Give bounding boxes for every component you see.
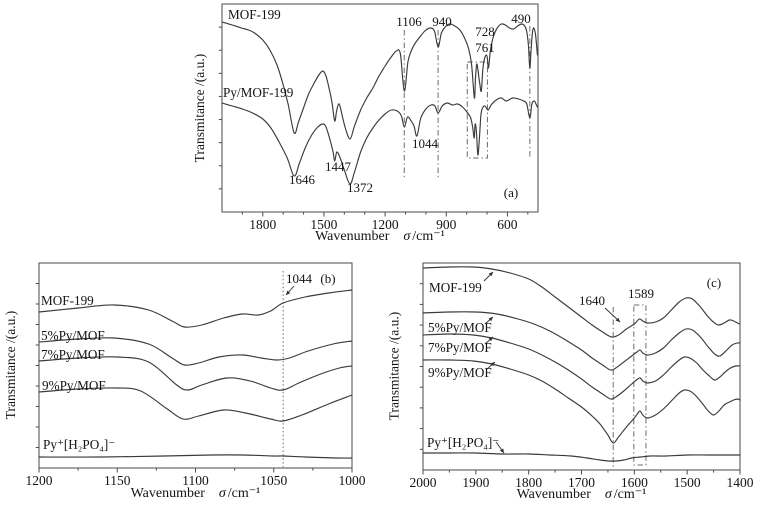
arrowhead bbox=[286, 290, 291, 295]
spectrum-curve bbox=[422, 311, 741, 371]
x-tick-label: 1800 bbox=[515, 475, 542, 490]
arrowhead bbox=[488, 272, 493, 277]
series-label: MOF-199 bbox=[429, 280, 482, 295]
panel-b-y-axis-label: Transmitance /(a.u.) bbox=[3, 310, 18, 420]
peak-annotation: 761 bbox=[475, 40, 495, 55]
spectrum-curve bbox=[38, 289, 353, 328]
peak-annotation: 1106 bbox=[396, 14, 422, 29]
panel-a-frame bbox=[221, 3, 539, 213]
arrowhead bbox=[488, 337, 493, 342]
spectrum-curve bbox=[38, 454, 353, 459]
x-tick-label: 1000 bbox=[339, 473, 366, 488]
x-tick-label: 1900 bbox=[462, 475, 489, 490]
x-tick-label: 1400 bbox=[727, 475, 754, 490]
guide-box bbox=[466, 61, 488, 159]
peak-annotation: (a) bbox=[504, 185, 518, 200]
x-tick-label: 1800 bbox=[249, 217, 276, 232]
panel-a: 1800 1500 1200 900 600 MOF-199 Py/MOF-199 1106 9… bbox=[218, 3, 539, 232]
panel-c: 2000 1900 1800 1700 1600 1500 1400 MOF-199 5%Py/… bbox=[410, 262, 754, 490]
peak-annotation: 1447 bbox=[325, 159, 352, 174]
peak-annotation: 940 bbox=[432, 14, 452, 29]
peak-annotation: 1589 bbox=[628, 286, 654, 301]
spectrum-curve bbox=[422, 359, 741, 444]
arrowhead bbox=[499, 448, 504, 453]
x-axis-unit: /cm⁻¹ bbox=[412, 229, 445, 244]
series-label: 5%Py/MOF bbox=[41, 328, 105, 343]
x-tick-label: 2000 bbox=[410, 475, 437, 490]
spectrum-curve bbox=[422, 333, 741, 400]
spectrum-curve bbox=[38, 387, 353, 422]
spectrum-curve bbox=[422, 266, 741, 338]
peak-annotation: 1640 bbox=[579, 293, 605, 308]
x-tick-label: 1700 bbox=[568, 475, 595, 490]
peak-annotation: 728 bbox=[475, 24, 495, 39]
arrowhead bbox=[615, 317, 620, 322]
x-axis-sigma: σ bbox=[218, 486, 226, 501]
panel-b-x-axis-label: Wavenumber σ/cm⁻¹ bbox=[39, 485, 352, 502]
spectrum-curve bbox=[422, 452, 741, 462]
spectrum-curve bbox=[38, 356, 353, 391]
x-axis-word: Wavenumber bbox=[315, 229, 390, 244]
peak-annotation: 1372 bbox=[347, 180, 373, 195]
x-tick-label: 1500 bbox=[310, 217, 337, 232]
x-axis-sigma: σ bbox=[604, 487, 612, 502]
panel-a-y-axis-label: Transmitance /(a.u.) bbox=[192, 53, 207, 163]
x-tick-label: 600 bbox=[497, 217, 518, 232]
x-tick-label: 900 bbox=[436, 217, 457, 232]
arrowhead bbox=[488, 317, 493, 322]
x-tick-label: 1100 bbox=[182, 473, 209, 488]
guide-box bbox=[633, 304, 647, 466]
x-axis-word: Wavenumber bbox=[130, 486, 205, 501]
panel-b: 1200 1150 1100 1050 1000 MOF-199 5%Py/MOF 7%Py/… bbox=[26, 262, 366, 488]
x-tick-label: 1200 bbox=[26, 473, 53, 488]
panel-a-x-axis-label: Wavenumber σ/cm⁻¹ bbox=[222, 228, 538, 245]
peak-annotation: (c) bbox=[707, 275, 721, 290]
series-label: 7%Py/MOF bbox=[428, 340, 492, 355]
peak-annotation: 1044 bbox=[412, 136, 439, 151]
panel-c-y-axis-label: Transmitance /(a.u.) bbox=[386, 311, 402, 421]
series-label: Py/MOF-199 bbox=[223, 85, 294, 100]
series-label: 5%Py/MOF bbox=[428, 320, 492, 335]
peak-annotation: (b) bbox=[320, 271, 335, 286]
spectrum-curve bbox=[221, 97, 538, 185]
x-tick-label: 1500 bbox=[674, 475, 701, 490]
series-label: MOF-199 bbox=[41, 293, 94, 308]
x-axis-unit: /cm⁻¹ bbox=[227, 486, 261, 501]
series-label: 9%Py/MOF bbox=[428, 365, 492, 380]
arrowhead bbox=[490, 362, 495, 367]
x-tick-label: 1150 bbox=[104, 473, 131, 488]
x-tick-label: 1600 bbox=[621, 475, 648, 490]
x-axis-word: Wavenumber bbox=[516, 487, 591, 502]
peak-annotation: 490 bbox=[511, 11, 531, 26]
series-label: Py⁺[H₂PO₄]⁻ bbox=[427, 435, 499, 450]
x-axis-unit: /cm⁻¹ bbox=[613, 487, 647, 502]
peak-annotation: 1044 bbox=[286, 271, 313, 286]
series-label: Py⁺[H₂PO₄]⁻ bbox=[43, 437, 115, 452]
series-label: 7%Py/MOF bbox=[41, 347, 105, 362]
peak-annotation: 1646 bbox=[289, 172, 316, 187]
spectrum-curve bbox=[221, 21, 538, 140]
spectrum-curve bbox=[38, 337, 353, 366]
x-axis-sigma: σ bbox=[403, 229, 411, 244]
x-tick-label: 1050 bbox=[260, 473, 287, 488]
series-label: MOF-199 bbox=[228, 7, 281, 22]
panel-c-x-axis-label: Wavenumber σ/cm⁻¹ bbox=[423, 486, 740, 503]
x-tick-label: 1200 bbox=[372, 217, 399, 232]
series-label: 9%Py/MOF bbox=[42, 378, 106, 393]
